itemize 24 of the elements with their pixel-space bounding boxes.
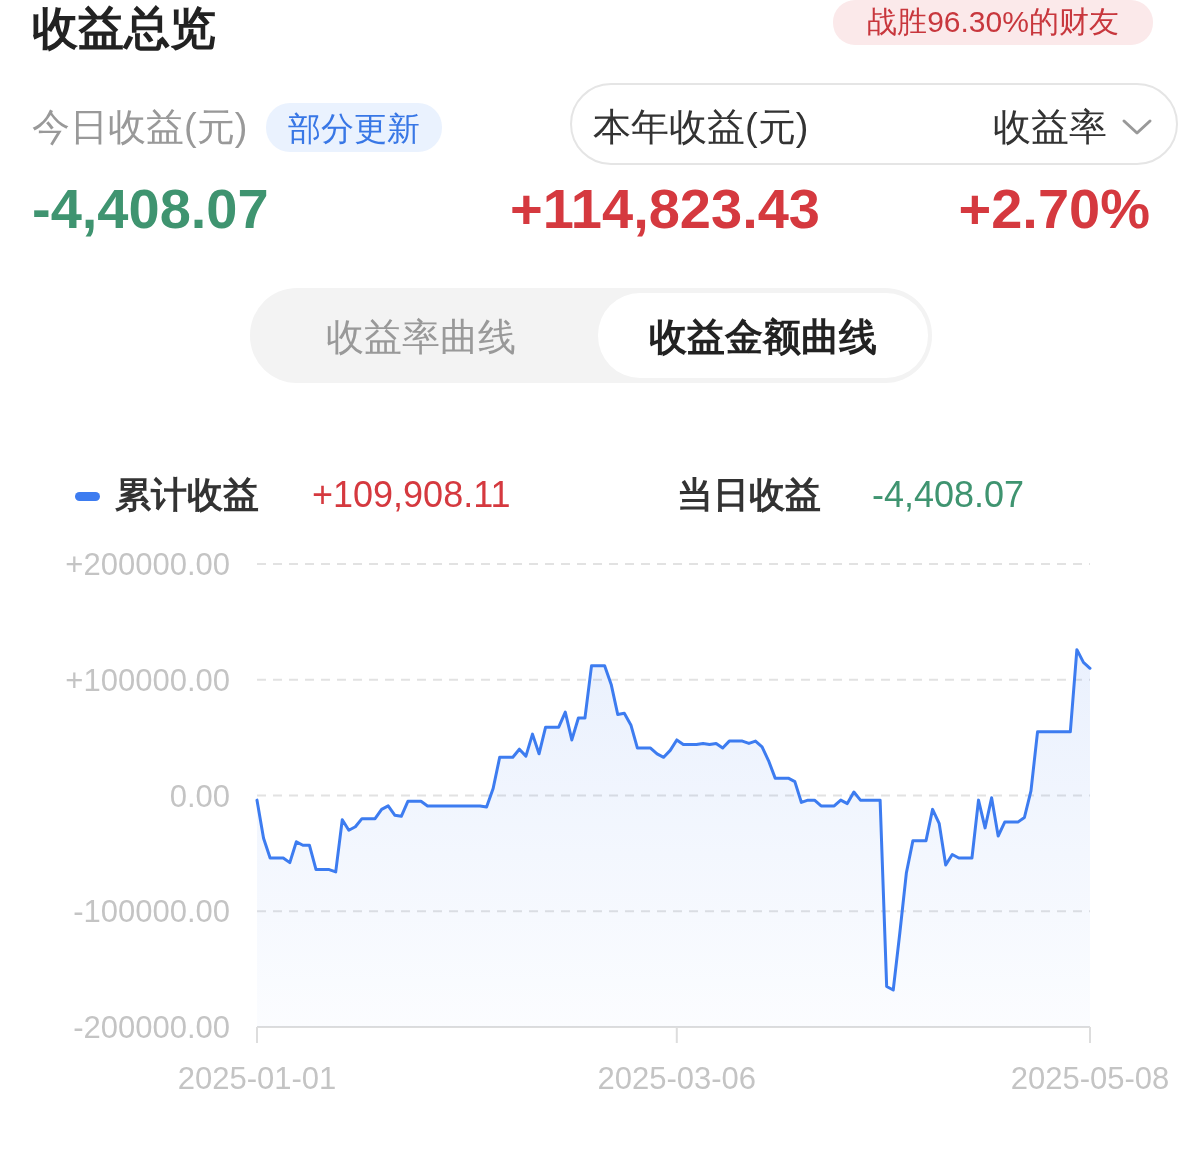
text: -4,408.07 — [32, 177, 269, 240]
y-tick-label: -100000.00 — [73, 894, 230, 930]
x-tick-label: 2025-03-06 — [597, 1061, 757, 1096]
text: 收益率 — [993, 106, 1107, 148]
text: 本年收益(元) — [593, 106, 809, 148]
x-tick-label: 2025-05-08 — [1010, 1061, 1170, 1096]
text: 部分更新 — [288, 110, 420, 147]
y-tick-label: 0.00 — [169, 778, 230, 814]
legend-label: 累计收益 — [115, 474, 259, 515]
line-series — [255, 648, 1092, 992]
text: +2.70% — [958, 177, 1150, 240]
text: 战胜96.30%的财友 — [867, 5, 1119, 38]
chart-title: 收益总览 — [32, 2, 216, 54]
text: +109,908.11 — [312, 474, 511, 515]
text: +114,823.43 — [510, 177, 820, 240]
x-tick-label: 2025-01-01 — [177, 1061, 337, 1096]
text: -4,408.07 — [872, 474, 1025, 515]
y-tick-label: +200000.00 — [65, 547, 230, 582]
text: 当日收益 — [677, 474, 821, 515]
text: 收益率曲线 — [326, 316, 516, 358]
text: 今日收益(元) — [32, 106, 248, 148]
y-tick-label: -200000.00 — [73, 1010, 230, 1045]
text: 收益金额曲线 — [649, 316, 877, 358]
y-tick-label: +100000.00 — [65, 662, 230, 698]
